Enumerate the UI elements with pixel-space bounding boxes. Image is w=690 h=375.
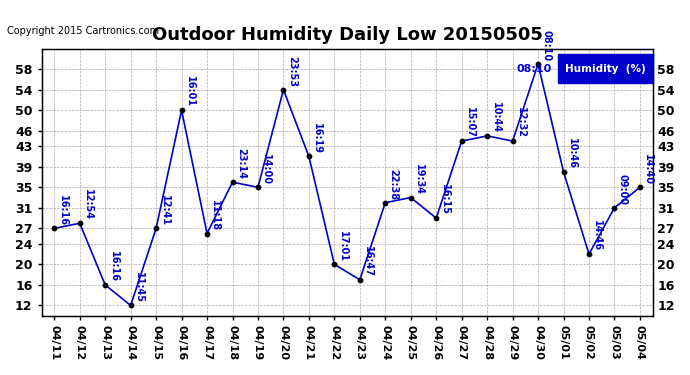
Text: 15:07: 15:07 (465, 107, 475, 138)
Point (380, 200, 391, 206)
Point (609, 205, 620, 211)
Text: 08:10: 08:10 (542, 30, 551, 61)
Text: 16:16: 16:16 (108, 251, 119, 282)
Point (278, 87, 289, 93)
Text: 11:45: 11:45 (134, 272, 144, 303)
Text: 14:40: 14:40 (643, 153, 653, 184)
Text: 16:16: 16:16 (57, 195, 68, 226)
Point (125, 303, 136, 309)
Point (533, 61, 544, 67)
Text: 16:15: 16:15 (440, 184, 450, 215)
Text: 16:01: 16:01 (185, 76, 195, 108)
Text: 16:47: 16:47 (363, 246, 373, 277)
Text: 12:32: 12:32 (516, 107, 526, 138)
Point (227, 179, 238, 185)
Point (482, 133, 493, 139)
Text: 10:46: 10:46 (567, 138, 577, 169)
Point (150, 225, 161, 231)
Text: 11:18: 11:18 (210, 200, 220, 231)
Point (431, 215, 442, 221)
Text: 16:19: 16:19 (312, 123, 322, 154)
Point (49, 225, 60, 231)
Text: Humidity  (%): Humidity (%) (565, 64, 646, 74)
Text: 17:01: 17:01 (337, 231, 348, 262)
Text: 10:44: 10:44 (491, 102, 500, 133)
Text: 23:53: 23:53 (287, 56, 297, 87)
Text: 14:00: 14:00 (262, 153, 271, 184)
Text: 08:10: 08:10 (517, 64, 552, 74)
Point (201, 231, 213, 237)
Point (354, 277, 365, 283)
Point (304, 153, 315, 159)
FancyBboxPatch shape (558, 54, 653, 83)
Text: 14:46: 14:46 (592, 220, 602, 251)
Point (507, 138, 518, 144)
Point (176, 107, 187, 113)
Text: Copyright 2015 Cartronics.com: Copyright 2015 Cartronics.com (7, 26, 159, 36)
Text: 09:00: 09:00 (618, 174, 628, 205)
Point (634, 184, 645, 190)
Text: 23:14: 23:14 (236, 148, 246, 179)
Point (253, 184, 264, 190)
Point (558, 169, 569, 175)
Point (329, 261, 340, 267)
Point (99, 282, 110, 288)
Text: 12:54: 12:54 (83, 189, 93, 220)
Text: 19:34: 19:34 (414, 164, 424, 195)
Title: Outdoor Humidity Daily Low 20150505: Outdoor Humidity Daily Low 20150505 (152, 26, 542, 44)
Point (75, 220, 86, 226)
Text: 12:41: 12:41 (159, 195, 170, 226)
Point (584, 251, 595, 257)
Point (405, 195, 416, 201)
Text: 22:38: 22:38 (388, 169, 399, 200)
Point (456, 138, 467, 144)
